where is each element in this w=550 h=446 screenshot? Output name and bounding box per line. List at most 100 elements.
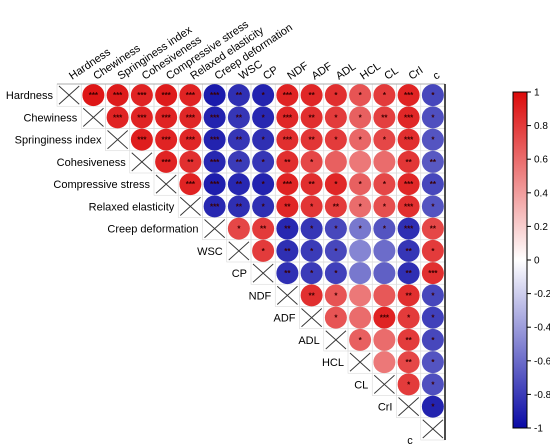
colorbar-gradient (512, 91, 528, 429)
correlation-circle (324, 150, 347, 173)
correlation-circle (155, 84, 178, 107)
significance-label: ** (406, 358, 413, 367)
diagonal-cross (252, 263, 274, 283)
significance-label: * (407, 314, 411, 323)
colorbar-tick-label: -0.4 (534, 323, 550, 334)
correlation-circle (373, 106, 396, 129)
correlation-circle (349, 306, 372, 329)
correlation-circle (252, 239, 275, 262)
correlation-circle (252, 217, 275, 240)
diagonal-cross (373, 374, 395, 394)
significance-label: * (334, 291, 338, 300)
correlation-circle (373, 306, 396, 329)
significance-label: *** (186, 113, 196, 122)
correlation-circle (276, 262, 299, 285)
correlation-circle (179, 173, 202, 196)
significance-label: * (359, 225, 363, 234)
correlation-circle (300, 84, 323, 107)
correlation-circle (349, 150, 372, 173)
correlation-circle (349, 106, 372, 129)
correlation-circle (276, 84, 299, 107)
correlation-circle (324, 195, 347, 218)
significance-label: *** (404, 136, 414, 145)
correlation-circle (349, 195, 372, 218)
correlation-circle (179, 150, 202, 173)
matrix-grid (56, 83, 446, 441)
significance-label: * (431, 91, 435, 100)
row-label: Creep deformation (107, 224, 198, 236)
significance-label: * (431, 314, 435, 323)
correlation-circle (276, 128, 299, 151)
correlation-circle (227, 106, 250, 129)
column-label: NDF (285, 60, 311, 83)
colorbar-tick-label: 0.4 (534, 188, 548, 199)
column-label: CrI (407, 64, 426, 82)
correlation-circle (252, 84, 275, 107)
significance-label: *** (380, 314, 390, 323)
correlation-circle (373, 217, 396, 240)
matrix-cells: *** *** *** *** *** *** ** * *** ** * * * *** **** *** *… (58, 84, 444, 439)
significance-label: ** (284, 158, 291, 167)
correlation-circle (300, 239, 323, 262)
significance-label: ** (309, 91, 316, 100)
correlation-circle (227, 84, 250, 107)
diagonal-cross (325, 330, 347, 350)
significance-label: * (310, 202, 314, 211)
significance-label: * (334, 91, 338, 100)
correlation-circle (179, 106, 202, 129)
correlation-circle (324, 262, 347, 285)
significance-label: *** (283, 180, 293, 189)
significance-label: *** (404, 225, 414, 234)
significance-label: ** (406, 291, 413, 300)
significance-label: * (262, 202, 266, 211)
significance-label: ** (430, 180, 437, 189)
significance-label: * (310, 158, 314, 167)
correlation-circle (349, 262, 372, 285)
correlation-circle (349, 173, 372, 196)
correlation-circle (130, 84, 153, 107)
significance-label: * (431, 336, 435, 345)
significance-label: * (334, 180, 338, 189)
diagonal-cross (422, 419, 444, 439)
diagonal-cross (155, 174, 177, 194)
correlation-circle (373, 262, 396, 285)
significance-label: * (431, 202, 435, 211)
significance-label: * (310, 247, 314, 256)
significance-label: *** (89, 91, 99, 100)
correlation-circle (179, 128, 202, 151)
significance-label: * (383, 136, 387, 145)
significance-label: *** (283, 113, 293, 122)
significance-label: * (431, 247, 435, 256)
row-label: Compressive stress (53, 179, 150, 191)
row-label: HCL (322, 357, 344, 369)
significance-label: *** (161, 158, 171, 167)
significance-label: *** (210, 136, 220, 145)
correlation-circle (203, 195, 226, 218)
significance-label: *** (186, 180, 196, 189)
colorbar-tick-label: 0.2 (534, 222, 548, 233)
correlation-circle (349, 328, 372, 351)
correlation-circle (349, 217, 372, 240)
colorbar-tick-label: 0.8 (534, 121, 548, 132)
correlation-circle (373, 284, 396, 307)
significance-label: * (359, 136, 363, 145)
significance-label: ** (284, 269, 291, 278)
significance-label: * (431, 358, 435, 367)
correlation-circle (373, 173, 396, 196)
correlation-circle (397, 106, 420, 129)
correlation-circle (300, 217, 323, 240)
colorbar-tick-label: -0.2 (534, 289, 550, 300)
significance-label: *** (210, 180, 220, 189)
diagonal-cross (398, 397, 420, 417)
correlation-circle (421, 195, 444, 218)
significance-label: ** (236, 113, 243, 122)
correlation-circle (227, 128, 250, 151)
correlation-circle (179, 84, 202, 107)
significance-label: *** (137, 113, 147, 122)
significance-label: * (334, 136, 338, 145)
colorbar-tick-label: 0 (534, 256, 540, 267)
correlation-circle (276, 217, 299, 240)
significance-label: ** (260, 225, 267, 234)
significance-label: ** (309, 180, 316, 189)
